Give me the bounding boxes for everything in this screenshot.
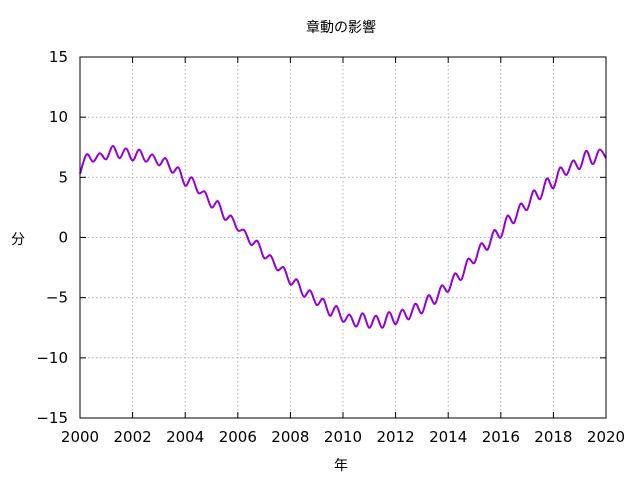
x-tick-label: 2020 bbox=[587, 428, 625, 446]
ticks: 2000 2002 2004 2006 2008 2010 2012 2014 2016 2018… bbox=[36, 48, 625, 446]
x-tick-label: 2012 bbox=[377, 428, 415, 446]
y-axis-label: 分 bbox=[11, 232, 25, 248]
x-tick-label: 2002 bbox=[114, 428, 152, 446]
y-tick-label: 15 bbox=[49, 48, 68, 66]
x-tick-label: 2000 bbox=[61, 428, 99, 446]
grid bbox=[80, 57, 606, 418]
plot-frame bbox=[79, 56, 607, 419]
x-tick-label: 2006 bbox=[219, 428, 257, 446]
y-tick-label: −15 bbox=[36, 409, 68, 427]
x-axis-label: 年 bbox=[334, 458, 348, 474]
chart-title: 章動の影響 bbox=[306, 19, 376, 36]
y-tick-label: 10 bbox=[49, 108, 68, 126]
x-tick-label: 2018 bbox=[534, 428, 572, 446]
y-tick-label: 5 bbox=[58, 168, 68, 186]
y-tick-label: −10 bbox=[36, 349, 68, 367]
x-tick-label: 2016 bbox=[482, 428, 520, 446]
x-tick-label: 2014 bbox=[429, 428, 467, 446]
x-tick-label: 2004 bbox=[166, 428, 204, 446]
series-layer bbox=[79, 145, 607, 329]
x-tick-label: 2010 bbox=[324, 428, 362, 446]
series-line bbox=[79, 145, 607, 329]
y-tick-label: −5 bbox=[46, 289, 68, 307]
x-tick-label: 2008 bbox=[271, 428, 309, 446]
y-tick-label: 0 bbox=[58, 229, 68, 247]
